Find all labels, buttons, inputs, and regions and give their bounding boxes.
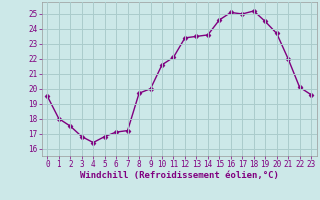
- X-axis label: Windchill (Refroidissement éolien,°C): Windchill (Refroidissement éolien,°C): [80, 171, 279, 180]
